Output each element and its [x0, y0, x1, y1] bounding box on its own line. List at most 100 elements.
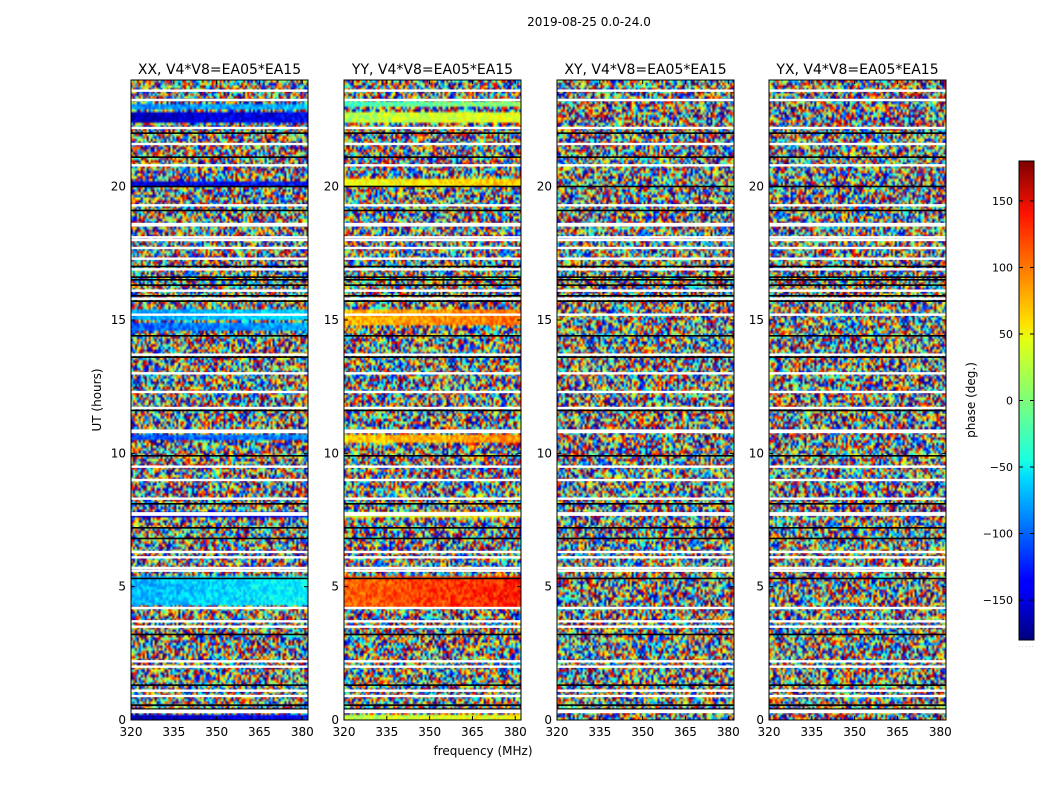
panel-title-yx: YX, V4*V8=EA05*EA15: [775, 62, 938, 78]
panel-title-xx: XX, V4*V8=EA05*EA15: [138, 62, 301, 78]
dark-row: [344, 132, 521, 134]
flagged-row: [131, 497, 308, 500]
flagged-row: [769, 625, 946, 628]
dark-row: [769, 185, 946, 188]
dark-row: [557, 503, 734, 505]
flagged-row: [557, 694, 734, 698]
flagged-row: [557, 710, 734, 714]
flagged-row: [344, 625, 521, 628]
panel-yy: YY, V4*V8=EA05*EA15 320 335 350 365 380 0 5 10 15…: [324, 62, 527, 739]
dark-row: [344, 300, 521, 302]
flagged-row: [344, 513, 521, 516]
flagged-row: [557, 497, 734, 500]
flagged-row: [131, 710, 308, 714]
flagged-row: [131, 372, 308, 375]
y-tick-label: 5: [118, 580, 126, 594]
flagged-row: [557, 289, 734, 292]
dark-row: [557, 185, 734, 188]
flagged-row: [131, 478, 308, 482]
dark-row: [344, 295, 521, 297]
colorbar-tick-label: −150: [983, 594, 1013, 607]
dark-row: [769, 335, 946, 337]
dark-row: [131, 276, 308, 278]
flagged-row: [131, 126, 308, 130]
flagged-row: [557, 660, 734, 663]
flagged-row: [344, 238, 521, 242]
phase-heatmap-yy: [344, 80, 521, 720]
flagged-row: [769, 372, 946, 375]
flagged-row: [344, 224, 521, 227]
x-tick-label: 365: [248, 725, 271, 739]
y-tick-label: 15: [111, 313, 126, 327]
flagged-row: [344, 709, 521, 712]
flagged-row: [344, 289, 521, 292]
flagged-row: [131, 566, 308, 570]
flagged-row: [769, 406, 946, 410]
dark-row: [131, 265, 308, 268]
flagged-row: [557, 665, 734, 668]
dark-row: [131, 279, 308, 281]
flagged-row: [557, 98, 734, 102]
dark-row: [344, 265, 521, 268]
flagged-row: [769, 497, 946, 500]
dark-row: [344, 577, 521, 580]
panel-title-yy: YY, V4*V8=EA05*EA15: [351, 62, 513, 78]
flagged-row: [131, 98, 308, 102]
flagged-row: [344, 569, 521, 572]
flagged-row: [769, 222, 946, 226]
flagged-row: [344, 164, 521, 167]
x-tick-label: 380: [504, 725, 527, 739]
colorbar-tick-label: 50: [999, 328, 1013, 341]
dark-row: [344, 455, 521, 457]
flagged-row: [557, 313, 734, 316]
flagged-row: [769, 550, 946, 554]
flagged-row: [557, 478, 734, 482]
y-tick-label: 15: [749, 313, 764, 327]
flagged-row: [131, 268, 308, 271]
dark-row: [769, 455, 946, 457]
dark-row: [344, 503, 521, 505]
y-tick-label: 0: [756, 713, 764, 727]
flagged-row: [131, 513, 308, 516]
x-tick-label: 350: [631, 725, 654, 739]
y-tick-label: 0: [544, 713, 552, 727]
dark-row: [769, 684, 946, 686]
phase-heatmap-xx: [131, 80, 308, 720]
flagged-row: [769, 512, 946, 515]
dark-row: [557, 132, 734, 134]
y-tick-label: 20: [749, 180, 764, 194]
colorbar-ticks: −150 −100 −50 0 50 100 150: [983, 195, 1034, 607]
flagged-row: [131, 430, 308, 434]
dark-row: [131, 409, 308, 412]
flagged-row: [344, 406, 521, 410]
flagged-row: [131, 660, 308, 663]
y-tick-label: 15: [324, 313, 339, 327]
dark-row: [769, 284, 946, 286]
x-tick-label: 350: [418, 725, 441, 739]
dark-row: [344, 704, 521, 706]
flagged-row: [344, 257, 521, 260]
dark-row: [131, 633, 308, 636]
flagged-row: [769, 513, 946, 516]
flagged-row: [344, 204, 521, 207]
dark-row: [557, 156, 734, 158]
flagged-row: [557, 390, 734, 394]
dark-row: [131, 284, 308, 286]
flagged-row: [769, 689, 946, 692]
dark-row: [344, 279, 521, 281]
flagged-row: [344, 98, 521, 102]
flagged-row: [557, 126, 734, 130]
flagged-row: [769, 665, 946, 668]
dark-row: [344, 527, 521, 529]
dark-row: [769, 577, 946, 580]
dark-row: [344, 276, 521, 278]
flagged-row: [344, 353, 521, 356]
dark-row: [769, 704, 946, 706]
flagged-row: [131, 606, 308, 610]
dark-row: [769, 156, 946, 158]
flagged-row: [131, 625, 308, 628]
panel-xx: XX, V4*V8=EA05*EA15 320 335 350 365 380 0 5 10 15…: [111, 62, 314, 739]
y-axis-label: UT (hours): [90, 368, 104, 431]
flagged-row: [557, 569, 734, 572]
x-tick-label: 320: [333, 725, 356, 739]
